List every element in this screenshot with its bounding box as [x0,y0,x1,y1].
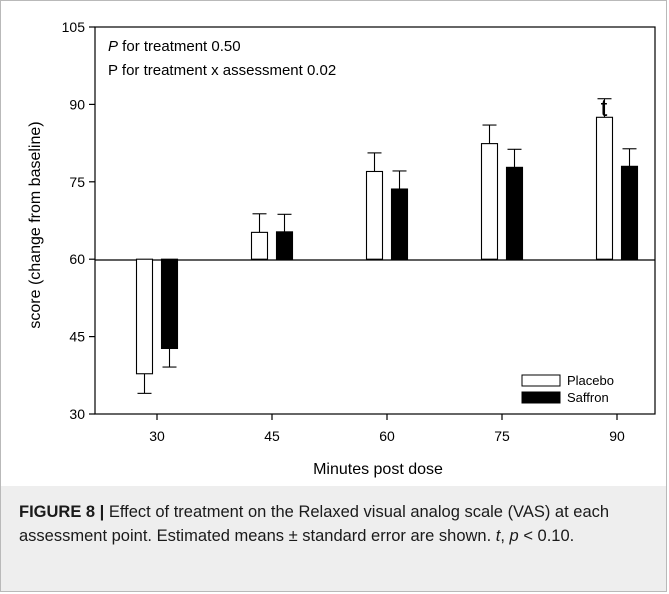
x-axis-title: Minutes post dose [313,461,443,478]
bars [135,116,639,375]
bar-saffron [160,258,179,350]
caption-tail: < 0.10. [518,527,575,545]
y-tick-label: 30 [69,406,85,422]
caption-p-symbol: p [509,527,519,545]
error-bars [137,98,637,394]
legend-swatch-saffron [521,391,561,404]
bar-saffron [505,166,524,260]
y-tick-label: 45 [69,329,85,345]
bar-chart: 30 45 60 75 90 105 30 45 60 75 90 105 score (chang… [27,19,656,478]
annotation-line-1: P for treatment 0.50 [108,38,241,55]
significance-marker: t [601,95,608,122]
x-tick-label: 90 [609,428,625,444]
caption-t-symbol: t [495,527,501,545]
x-tick-label: 75 [494,428,510,444]
bar-placebo [480,143,499,260]
bar-saffron [390,188,409,260]
x-tick-label: 30 [149,428,165,444]
bar-placebo [595,116,614,260]
bar-saffron [275,231,294,260]
y-tick-label: 90 [69,96,85,112]
plot-frame [94,26,656,415]
annotation-line-2: P for treatment x assessment 0.02 [108,62,336,79]
legend-swatch-placebo [521,374,561,387]
bar-placebo [250,231,269,260]
bar-saffron [620,165,639,260]
y-axis-title: score (change from baseline) [27,121,44,328]
caption-box [1,486,666,591]
y-tick-label: 60 [69,251,85,267]
bar-placebo [135,258,154,375]
x-tick-label: 45 [264,428,280,444]
y-tick-label: 75 [69,174,85,190]
figure-caption: FIGURE 8 | Effect of treatment on the Re… [19,500,649,548]
legend-label-saffron: Saffron [567,390,609,405]
legend: Placebo Saffron [521,373,614,405]
annotation-line-1-text: for treatment 0.50 [118,38,241,55]
plot-area [94,26,656,415]
annotation-p-italic: P [108,38,118,55]
y-tick-label: 105 [62,19,86,35]
legend-label-placebo: Placebo [567,373,614,388]
bar-placebo [365,170,384,260]
caption-label: FIGURE 8 | [19,503,105,521]
caption-separator: , [500,527,510,545]
caption-text: Effect of treatment on the Relaxed visua… [19,503,610,545]
y-axis: 30 45 60 75 90 105 [62,19,95,422]
x-tick-label: 60 [379,428,395,444]
